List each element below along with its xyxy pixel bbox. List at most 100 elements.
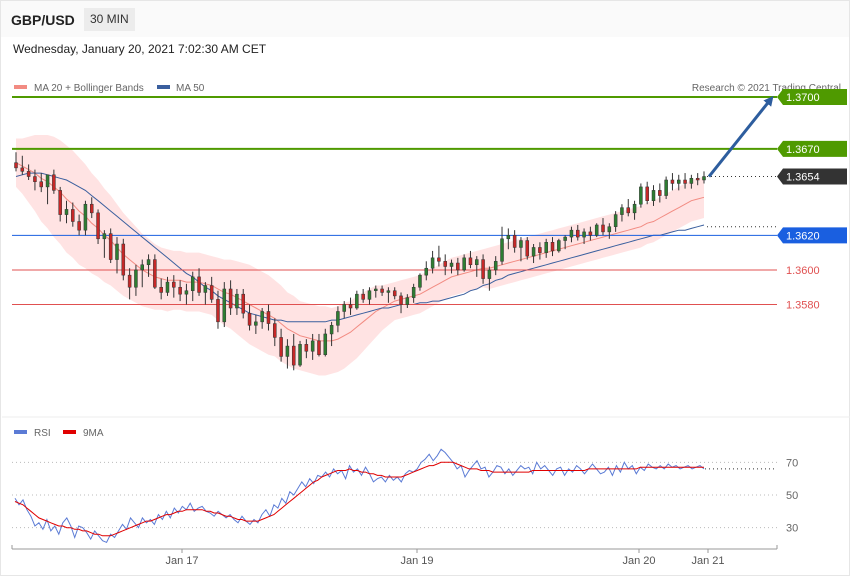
candle-body (77, 221, 81, 231)
ma50-legend-label: MA 50 (176, 83, 205, 94)
candle-body (203, 285, 208, 293)
candle-body (96, 212, 100, 240)
candle-body (254, 321, 258, 326)
candle (493, 256, 498, 276)
candle-body (266, 311, 271, 324)
candle (121, 238, 126, 281)
price-legend: MA 20 + Bollinger Bands MA 50 Research ©… (14, 83, 841, 94)
candle (392, 287, 397, 300)
candle-body (285, 345, 290, 357)
candle-body (557, 240, 561, 252)
candle (83, 200, 88, 236)
candle-body (367, 290, 372, 300)
candle (449, 259, 454, 274)
candle-body (184, 290, 189, 295)
candle (550, 237, 555, 257)
candle-body (348, 304, 353, 309)
candle-body (588, 231, 593, 236)
candle (178, 280, 182, 302)
candle-body (329, 325, 334, 335)
candle-body (601, 224, 605, 233)
candle-body (677, 179, 681, 184)
candle-body (430, 257, 435, 269)
price-levels (12, 95, 777, 306)
candle-body (273, 323, 277, 338)
candle (285, 339, 290, 369)
candle (115, 237, 119, 274)
candle (683, 173, 687, 189)
candle-body (500, 238, 504, 262)
time-tick-label: Jan 17 (165, 555, 198, 567)
rsi-legend-swatch (14, 430, 27, 434)
time-tick-label: Jan 19 (400, 555, 433, 567)
candle (45, 174, 50, 205)
candle-body (550, 242, 555, 252)
candle-body (582, 231, 586, 238)
candle (140, 259, 144, 288)
ma20-line (15, 162, 705, 342)
candle (33, 169, 37, 191)
candle (588, 226, 593, 241)
candle-body (418, 274, 422, 288)
candle-body (569, 229, 574, 238)
candle-body (361, 293, 365, 300)
rsi-tick-30: 30 (786, 523, 798, 535)
candlesticks (14, 152, 706, 371)
candle-body (639, 186, 643, 205)
candle (108, 228, 113, 264)
candle-body (146, 259, 151, 266)
candle-body (386, 290, 391, 293)
candle (342, 301, 346, 319)
candle-body (58, 190, 62, 215)
candle (475, 256, 479, 277)
candle-body (506, 235, 511, 240)
candle-body (45, 174, 50, 188)
candle (190, 271, 195, 302)
candle (26, 164, 31, 180)
candle-body (134, 269, 138, 288)
candle-body (481, 259, 485, 279)
candle-body (317, 340, 321, 355)
candle-body (336, 311, 340, 326)
candle (689, 174, 694, 189)
candle-body (153, 259, 157, 288)
candle-body (178, 287, 182, 295)
candle (367, 287, 372, 305)
candle-body (39, 181, 43, 188)
candle-body (512, 235, 517, 248)
rsi-legend: RSI 9MA (14, 428, 104, 439)
candle (582, 228, 586, 244)
candle (172, 275, 176, 298)
level-labels: 1.3700 1.3670 1.3654 1.3620 1.3600 1.3580 (777, 88, 847, 312)
candle-body (632, 203, 637, 214)
candle (197, 268, 201, 296)
level-tag-1.3700 (777, 88, 847, 105)
candle (645, 181, 649, 205)
candle-body (102, 233, 107, 240)
rsi-tick-70: 70 (786, 457, 798, 469)
candle (424, 261, 429, 281)
candle-body (563, 236, 567, 241)
candle (525, 237, 530, 260)
candle-body (392, 290, 397, 297)
forecast-arrow-line (707, 95, 774, 178)
candle-body (279, 337, 283, 357)
candle-body (89, 203, 94, 214)
candle-body (670, 179, 675, 184)
candle-body (140, 264, 144, 271)
candle (184, 283, 189, 305)
candle (500, 226, 504, 265)
candle (71, 202, 75, 227)
candle (20, 155, 25, 175)
candle-body (607, 226, 612, 233)
candle-body (576, 229, 580, 238)
timeframe-badge[interactable]: 30 MIN (84, 8, 135, 31)
candle (405, 294, 410, 309)
candle-body (304, 344, 309, 352)
ma50-line (15, 172, 705, 323)
candle (254, 314, 258, 334)
candle (677, 174, 681, 191)
level-tag-1.3654 (777, 168, 847, 185)
candle (298, 340, 302, 367)
